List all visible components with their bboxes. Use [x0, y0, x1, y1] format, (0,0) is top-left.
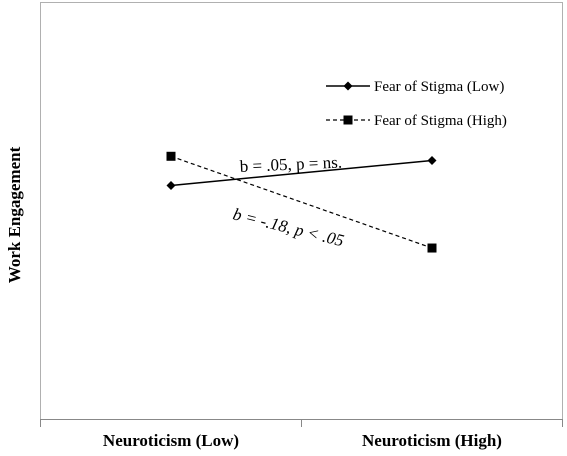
series-0-point-0: [166, 180, 176, 190]
plot-area-border: [40, 2, 563, 420]
x-tick-label-high: Neuroticism (High): [362, 431, 502, 450]
annotation-low-stigma: b = .05, p = ns.: [239, 153, 342, 176]
legend-marker-square: [343, 115, 353, 125]
annotation-high-stigma: b = -.18, p < .05: [231, 204, 346, 250]
legend: Fear of Stigma (Low) Fear of Stigma (Hig…: [326, 79, 507, 129]
legend-label-high: Fear of Stigma (High): [374, 113, 507, 129]
x-tick-label-low: Neuroticism (Low): [103, 431, 239, 450]
series-line-0: [170, 159, 433, 187]
series-1-point-1: [427, 243, 437, 253]
series-layer: [166, 151, 437, 253]
series-1-point-0: [166, 151, 176, 161]
legend-label-low: Fear of Stigma (Low): [374, 79, 504, 95]
legend-marker-diamond: [343, 81, 353, 91]
series-0-point-1: [427, 155, 437, 165]
y-axis-label: Work Engagement: [5, 146, 24, 283]
